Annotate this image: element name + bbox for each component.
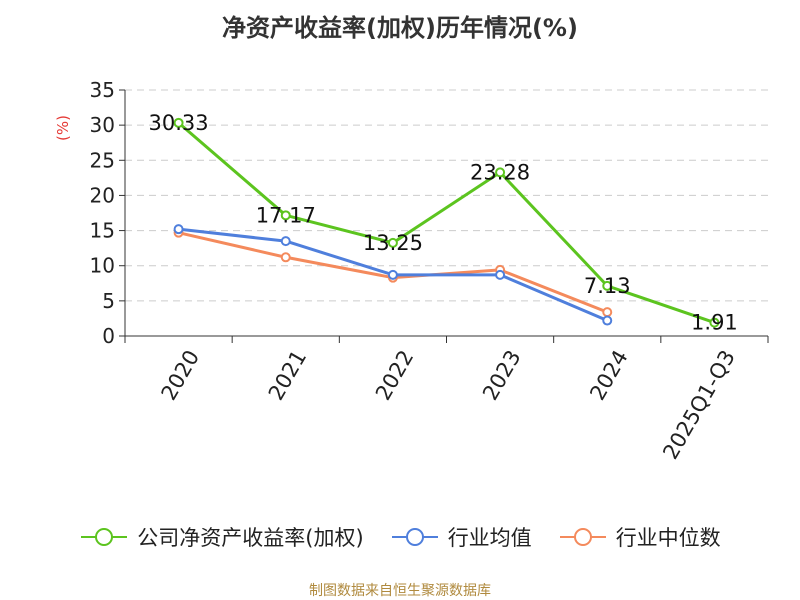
legend-label-industry-median: 行业中位数 <box>615 526 721 550</box>
chart-title: 净资产收益率(加权)历年情况(%) <box>222 14 578 42</box>
legend-item-industry-avg[interactable]: 行业均值 <box>390 522 532 552</box>
chart-legend: 公司净资产收益率(加权) 行业均值 行业中位数 <box>0 522 800 552</box>
legend-item-company[interactable]: 公司净资产收益率(加权) <box>79 522 364 552</box>
legend-label-company: 公司净资产收益率(加权) <box>137 526 364 550</box>
data-point-industry-median <box>602 307 613 318</box>
data-point-company <box>280 210 291 221</box>
data-source-note: 制图数据来自恒生聚源数据库 <box>309 583 491 599</box>
data-point-industry-avg <box>280 236 291 247</box>
x-tick-label: 2024 <box>585 346 633 404</box>
data-point-company <box>602 280 613 291</box>
legend-item-industry-median[interactable]: 行业中位数 <box>558 522 721 552</box>
y-tick-label: 10 <box>90 254 115 278</box>
legend-label-industry-avg: 行业均值 <box>447 526 532 550</box>
legend-swatch-company <box>81 528 128 546</box>
data-point-company <box>173 117 184 128</box>
x-tick-label: 2022 <box>371 346 419 404</box>
legend-swatch-industry-median <box>559 528 606 546</box>
data-point-industry-median <box>280 252 291 263</box>
y-axis-unit-label: (%) <box>54 115 72 141</box>
data-label-company: 17.17 <box>256 203 316 227</box>
y-tick-label: 0 <box>102 324 115 348</box>
data-point-company <box>387 237 398 248</box>
x-tick-label: 2025Q1-Q3 <box>658 346 740 463</box>
y-tick-label: 30 <box>90 113 115 137</box>
data-label-company: 30.33 <box>149 111 209 135</box>
data-point-industry-avg <box>173 224 184 235</box>
y-tick-label: 20 <box>90 183 115 207</box>
x-tick-label: 2023 <box>478 346 526 404</box>
x-tick-label: 2020 <box>157 346 205 404</box>
y-tick-label: 25 <box>90 148 115 172</box>
data-point-company <box>709 317 720 328</box>
x-tick-label: 2021 <box>264 346 312 404</box>
data-point-company <box>495 167 506 178</box>
data-point-industry-avg <box>602 315 613 326</box>
y-tick-label: 35 <box>90 78 115 102</box>
data-label-company: 1.91 <box>691 311 738 335</box>
legend-swatch-industry-avg <box>391 528 438 546</box>
series-line-company <box>177 121 715 324</box>
data-point-industry-avg <box>387 269 398 280</box>
data-label-company: 7.13 <box>584 274 631 298</box>
y-tick-label: 15 <box>90 219 115 243</box>
data-label-company: 13.25 <box>363 231 423 255</box>
data-point-industry-avg <box>495 269 506 280</box>
data-label-company: 23.28 <box>470 160 530 184</box>
y-tick-label: 5 <box>102 289 115 313</box>
